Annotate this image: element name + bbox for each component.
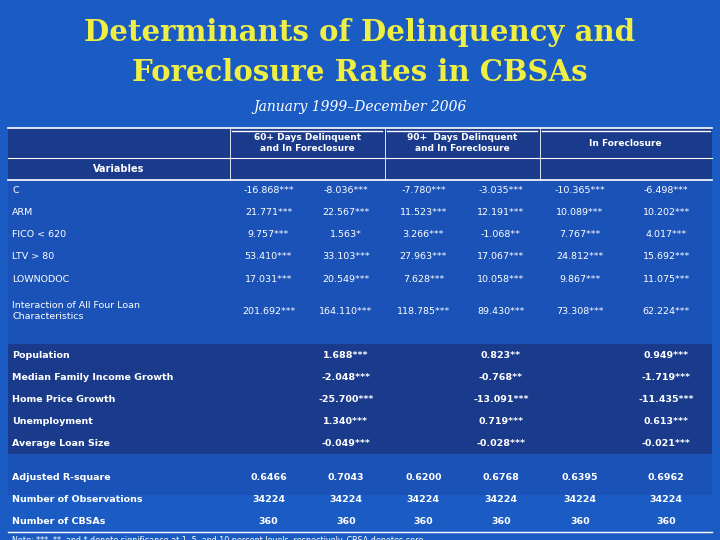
Text: -1.719***: -1.719*** (642, 373, 690, 381)
Text: 7.628***: 7.628*** (402, 274, 444, 284)
Text: 0.949***: 0.949*** (644, 350, 689, 360)
Text: -11.435***: -11.435*** (639, 395, 694, 403)
Text: 15.692***: 15.692*** (643, 253, 690, 261)
Text: 360: 360 (336, 516, 356, 525)
Text: -0.768**: -0.768** (479, 373, 523, 381)
Text: Unemployment: Unemployment (12, 416, 93, 426)
Text: 34224: 34224 (564, 495, 596, 503)
Text: 1.688***: 1.688*** (323, 350, 369, 360)
Text: 360: 360 (657, 516, 676, 525)
Text: -0.021***: -0.021*** (642, 438, 690, 448)
Text: -10.365***: -10.365*** (554, 186, 606, 195)
Text: -8.036***: -8.036*** (323, 186, 369, 195)
Text: In Foreclosure: In Foreclosure (590, 138, 662, 147)
Text: 20.549***: 20.549*** (323, 274, 369, 284)
Text: 34224: 34224 (330, 495, 362, 503)
Text: 11.075***: 11.075*** (643, 274, 690, 284)
Text: 1.563*: 1.563* (330, 231, 362, 240)
Text: ARM: ARM (12, 208, 34, 218)
Text: 9.757***: 9.757*** (248, 231, 289, 240)
Text: -7.780***: -7.780*** (401, 186, 446, 195)
Text: -25.700***: -25.700*** (318, 395, 374, 403)
Text: 0.6395: 0.6395 (562, 472, 598, 482)
Text: Average Loan Size: Average Loan Size (12, 438, 110, 448)
Text: 4.017***: 4.017*** (646, 231, 687, 240)
Text: 1.340***: 1.340*** (323, 416, 369, 426)
Text: 60+ Days Delinquent
and In Foreclosure: 60+ Days Delinquent and In Foreclosure (253, 133, 361, 153)
Text: -13.091***: -13.091*** (473, 395, 528, 403)
Text: -16.868***: -16.868*** (243, 186, 294, 195)
Text: 34224: 34224 (252, 495, 285, 503)
Text: 11.523***: 11.523*** (400, 208, 447, 218)
Text: 10.058***: 10.058*** (477, 274, 524, 284)
Text: 34224: 34224 (485, 495, 517, 503)
Text: Population: Population (12, 350, 70, 360)
Text: LOWNODOC: LOWNODOC (12, 274, 70, 284)
Text: 22.567***: 22.567*** (323, 208, 369, 218)
Text: 10.089***: 10.089*** (557, 208, 603, 218)
Text: 10.202***: 10.202*** (643, 208, 690, 218)
Text: Foreclosure Rates in CBSAs: Foreclosure Rates in CBSAs (132, 58, 588, 87)
Text: 17.031***: 17.031*** (245, 274, 292, 284)
Text: -3.035***: -3.035*** (478, 186, 523, 195)
Text: 34224: 34224 (407, 495, 440, 503)
Text: -0.028***: -0.028*** (477, 438, 526, 448)
Text: 0.6200: 0.6200 (405, 472, 441, 482)
Text: 3.266***: 3.266*** (402, 231, 444, 240)
Text: Number of Observations: Number of Observations (12, 495, 143, 503)
Text: 73.308***: 73.308*** (557, 307, 604, 315)
Text: 27.963***: 27.963*** (400, 253, 447, 261)
Text: 360: 360 (413, 516, 433, 525)
Text: 201.692***: 201.692*** (242, 307, 295, 315)
Text: 0.6768: 0.6768 (482, 472, 519, 482)
Text: 21.771***: 21.771*** (245, 208, 292, 218)
Text: 90+  Days Delinquent
and In Foreclosure: 90+ Days Delinquent and In Foreclosure (407, 133, 517, 153)
Text: 17.067***: 17.067*** (477, 253, 524, 261)
Text: Number of CBSAs: Number of CBSAs (12, 516, 106, 525)
Text: -6.498***: -6.498*** (644, 186, 688, 195)
Text: 0.823**: 0.823** (481, 350, 521, 360)
Text: 89.430***: 89.430*** (477, 307, 524, 315)
Text: 0.6466: 0.6466 (250, 472, 287, 482)
Text: FICO < 620: FICO < 620 (12, 231, 66, 240)
Text: 0.719***: 0.719*** (478, 416, 523, 426)
Text: 7.767***: 7.767*** (559, 231, 600, 240)
Text: 164.110***: 164.110*** (319, 307, 372, 315)
Text: 0.6962: 0.6962 (648, 472, 685, 482)
Text: Adjusted R-square: Adjusted R-square (12, 472, 111, 482)
Text: 0.613***: 0.613*** (644, 416, 689, 426)
Text: -1.068**: -1.068** (481, 231, 521, 240)
Text: Home Price Growth: Home Price Growth (12, 395, 116, 403)
Text: Variables: Variables (93, 164, 145, 174)
Text: Median Family Income Growth: Median Family Income Growth (12, 373, 174, 381)
Text: -2.048***: -2.048*** (321, 373, 371, 381)
Text: LTV > 80: LTV > 80 (12, 253, 55, 261)
Text: 33.103***: 33.103*** (322, 253, 370, 261)
Text: 0.7043: 0.7043 (328, 472, 364, 482)
Text: Determinants of Delinquency and: Determinants of Delinquency and (84, 18, 636, 47)
Text: 360: 360 (570, 516, 590, 525)
Text: Interaction of All Four Loan
Characteristics: Interaction of All Four Loan Characteris… (12, 301, 140, 321)
Text: -0.049***: -0.049*** (322, 438, 370, 448)
Text: 9.867***: 9.867*** (559, 274, 600, 284)
Text: 118.785***: 118.785*** (397, 307, 450, 315)
Text: 360: 360 (491, 516, 510, 525)
Text: 53.410***: 53.410*** (245, 253, 292, 261)
Text: 24.812***: 24.812*** (557, 253, 603, 261)
Text: 360: 360 (258, 516, 279, 525)
Text: 62.224***: 62.224*** (643, 307, 690, 315)
Text: Note: ***, **, and * denote significance at 1, 5, and 10 percent levels, respect: Note: ***, **, and * denote significance… (12, 536, 426, 540)
Text: 34224: 34224 (649, 495, 683, 503)
Text: January 1999–December 2006: January 1999–December 2006 (253, 100, 467, 114)
Text: C: C (12, 186, 19, 195)
Text: 12.191***: 12.191*** (477, 208, 524, 218)
